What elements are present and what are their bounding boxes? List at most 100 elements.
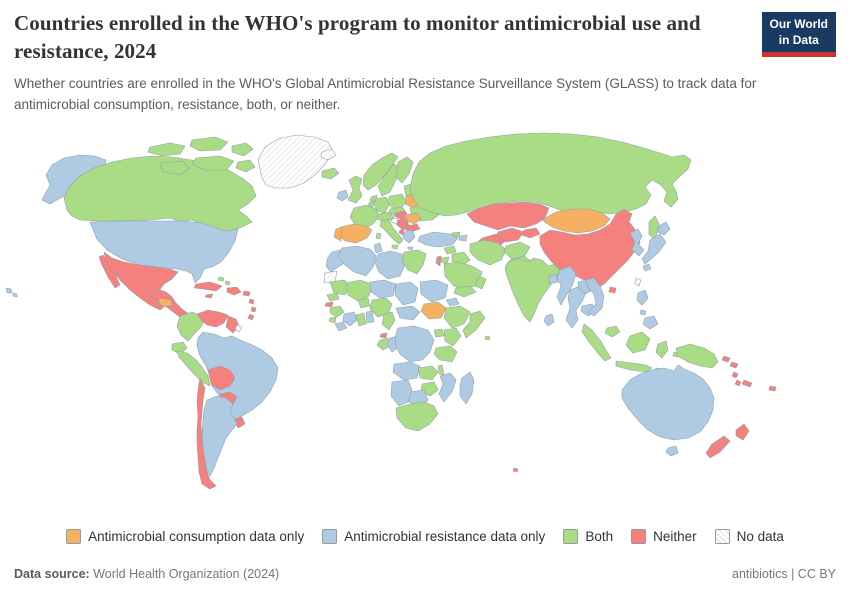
region-hawaii[interactable] [12,292,18,298]
region-dr-congo[interactable] [394,325,435,363]
region-cameroon[interactable] [381,311,396,331]
region-syria[interactable] [443,245,457,255]
region-sri-lanka[interactable] [543,313,555,327]
region-united-states[interactable] [89,220,239,284]
legend-item-resistance-only[interactable]: Antimicrobial resistance data only [322,529,545,544]
region-liberia[interactable] [334,321,348,332]
region-sulawesi[interactable] [655,340,669,359]
region-angola[interactable] [392,361,421,381]
region-namibia[interactable] [390,379,413,407]
region-arctic-islands[interactable] [191,155,235,171]
region-sicily[interactable] [391,244,399,250]
region-tunisia[interactable] [373,242,383,254]
region-togo-benin[interactable] [365,310,375,324]
region-greece[interactable] [402,229,416,244]
region-south-africa[interactable] [395,401,439,432]
region-sakhalin[interactable] [648,215,660,241]
region-solomon-islands[interactable] [729,361,739,369]
region-honduras[interactable] [157,297,174,308]
region-venezuela[interactable] [196,309,229,328]
region-kenya[interactable] [443,327,462,347]
region-oman[interactable] [474,275,487,290]
region-italy[interactable] [379,218,404,245]
region-india[interactable] [504,257,561,323]
region-hungary[interactable] [393,210,409,220]
region-south-sudan[interactable] [420,301,447,320]
region-egypt[interactable] [401,249,427,275]
region-hainan[interactable] [608,286,617,294]
region-colombia[interactable] [176,311,206,342]
region-uganda[interactable] [433,328,445,338]
footer-links[interactable]: antibiotics | CC BY [732,567,836,581]
region-israel-lebanon[interactable] [435,255,442,267]
region-antilles[interactable] [242,290,251,297]
region-arctic-islands[interactable] [235,159,256,173]
region-ethiopia[interactable] [443,305,471,329]
legend-item-no-data[interactable]: No data [714,529,784,544]
region-algeria[interactable] [337,245,377,277]
region-bosnia[interactable] [390,217,399,225]
region-chile[interactable] [196,377,217,490]
region-arctic-islands[interactable] [147,142,186,157]
region-albania[interactable] [398,228,405,236]
region-antilles[interactable] [250,306,257,313]
region-malaysia[interactable] [604,325,621,338]
region-sierra-leone[interactable] [328,316,337,324]
world-map[interactable] [0,127,850,519]
region-benelux[interactable] [367,200,375,208]
region-solomon-islands[interactable] [721,355,731,363]
region-guinea[interactable] [329,305,345,318]
region-myanmar[interactable] [556,265,577,306]
region-norway[interactable] [362,152,399,191]
region-mongolia[interactable] [541,208,611,234]
region-mozambique[interactable] [438,372,457,403]
region-philippines[interactable] [636,289,649,306]
region-ecuador[interactable] [171,341,188,355]
region-central-african-republic[interactable] [395,305,421,321]
region-vietnam[interactable] [585,277,605,317]
region-eritrea[interactable] [445,297,460,307]
region-tanzania[interactable] [433,345,458,363]
region-french-guiana[interactable] [234,324,243,333]
region-bangladesh[interactable] [547,273,559,285]
region-bahamas[interactable] [217,276,225,282]
region-guinea-bissau[interactable] [324,301,334,308]
region-hispaniola[interactable] [226,286,242,296]
region-crete[interactable] [407,246,414,251]
region-brazil[interactable] [196,331,279,421]
region-uruguay[interactable] [233,416,246,429]
region-new-zealand[interactable] [735,423,750,441]
region-antilles[interactable] [247,313,255,321]
region-bulgaria[interactable] [403,223,421,233]
region-libya[interactable] [374,250,406,280]
legend-item-consumption-only[interactable]: Antimicrobial consumption data only [66,529,304,544]
region-burkina-faso[interactable] [357,297,371,309]
region-java[interactable] [615,360,653,373]
region-japan[interactable] [642,263,652,272]
region-philippines[interactable] [639,309,647,316]
region-mali[interactable] [345,279,373,302]
region-arctic-islands[interactable] [159,160,191,176]
region-canada[interactable] [63,155,257,233]
region-japan[interactable] [657,221,671,236]
region-tasmania[interactable] [665,445,679,457]
region-finland[interactable] [395,156,414,184]
region-fiji[interactable] [768,385,777,392]
region-bolivia[interactable] [207,365,236,391]
region-equatorial-guinea[interactable] [379,332,388,339]
region-seychelles[interactable] [484,335,491,341]
region-cuba[interactable] [193,281,223,292]
region-hawaii[interactable] [5,287,13,294]
region-philippines[interactable] [642,315,659,330]
region-turkey[interactable] [417,231,459,248]
region-new-guinea[interactable] [675,343,719,369]
owid-logo[interactable]: Our World in Data [761,12,836,58]
region-vanuatu[interactable] [731,371,739,379]
region-taiwan[interactable] [634,277,642,287]
region-new-caledonia[interactable] [741,379,753,388]
region-somalia[interactable] [462,310,486,339]
region-arctic-islands[interactable] [231,142,254,157]
region-france[interactable] [349,204,380,230]
region-chad[interactable] [394,281,419,306]
region-ivory-coast[interactable] [342,311,358,327]
